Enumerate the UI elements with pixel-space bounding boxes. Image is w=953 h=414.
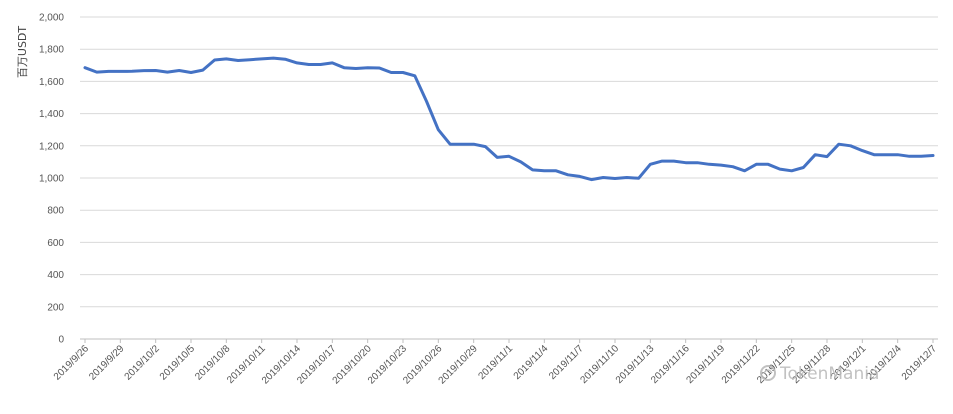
x-tick-label: 2019/10/2 — [123, 343, 163, 383]
y-tick-label: 0 — [58, 335, 64, 346]
x-tick-label: 2019/10/29 — [437, 343, 480, 386]
tokenmania-logo-icon — [760, 365, 776, 381]
watermark: TokenMania — [760, 364, 879, 384]
grid-lines — [80, 16, 938, 308]
y-tick-label: 1,400 — [39, 109, 64, 120]
watermark-text: TokenMania — [779, 364, 879, 384]
x-tick-label: 2019/11/1 — [476, 343, 515, 382]
x-tick-label: 2019/11/4 — [512, 343, 551, 382]
y-tick-label: 400 — [47, 270, 64, 281]
x-tick-label: 2019/12/7 — [900, 343, 940, 383]
x-tick-label: 2019/10/5 — [158, 343, 198, 383]
y-tick-label: 1,600 — [39, 77, 64, 88]
tokenmania-logo-inner — [763, 369, 773, 374]
y-axis-ticks: 0 200 400 600 800 1,000 1,200 1,400 1,600 1,800 2,… — [39, 13, 64, 346]
y-tick-label: 800 — [47, 206, 64, 217]
y-tick-label: 2,000 — [39, 13, 64, 24]
y-tick-label: 1,200 — [39, 141, 64, 152]
y-axis-label: 百万USDT — [16, 26, 29, 79]
series-line — [83, 56, 935, 182]
y-tick-label: 1,800 — [39, 45, 64, 56]
y-tick-label: 600 — [47, 238, 64, 249]
x-tick-label: 2019/9/29 — [87, 343, 127, 383]
y-tick-label: 1,000 — [39, 174, 64, 185]
x-tick-label: 2019/9/26 — [52, 343, 92, 383]
y-tick-label: 200 — [47, 302, 64, 313]
